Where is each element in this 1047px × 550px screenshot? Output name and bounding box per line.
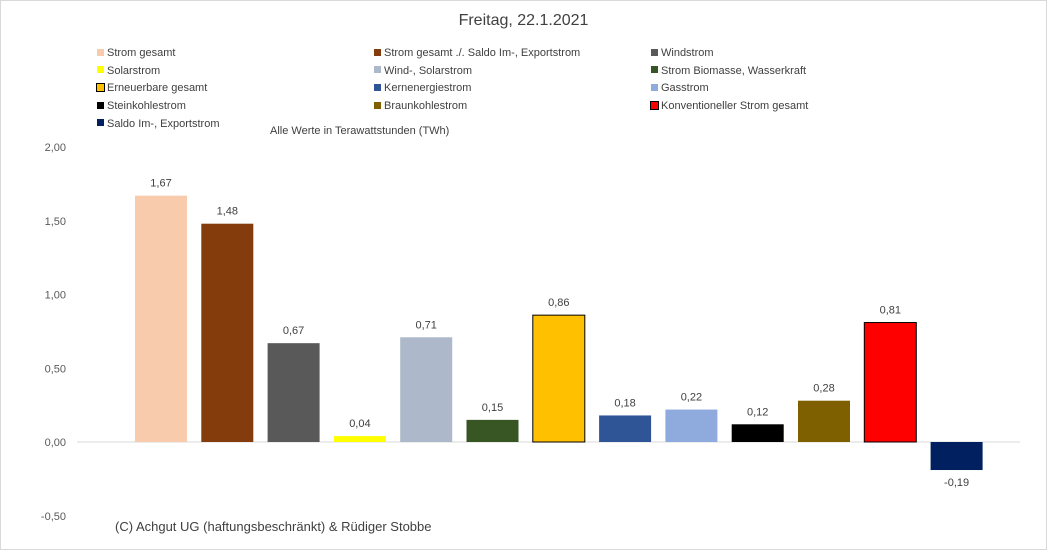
bar: [532, 314, 586, 443]
legend-label: Braunkohlestrom: [384, 100, 468, 113]
data-label: 0,15: [482, 402, 503, 414]
y-tick-label: 1,50: [45, 216, 66, 228]
bar: [201, 223, 254, 442]
bar: [400, 337, 453, 442]
legend-swatch: [651, 66, 658, 74]
legend-label: Strom gesamt ./. Saldo Im-, Exportstrom: [384, 47, 581, 59]
legend-label: Wind-, Solarstrom: [384, 64, 473, 77]
legend-swatch: [651, 48, 658, 56]
bar: [863, 322, 917, 443]
data-label: -0,19: [944, 477, 969, 489]
legend-label: Konventioneller Strom gesamt: [661, 100, 809, 113]
data-label: 1,48: [217, 206, 238, 218]
data-label: 0,04: [349, 418, 370, 430]
legend-label: Kernenergiestrom: [384, 82, 472, 95]
bar: [930, 442, 983, 471]
legend-swatch: [96, 82, 105, 92]
bar: [267, 343, 320, 442]
legend-label: Saldo Im-, Exportstrom: [107, 117, 220, 130]
legend-swatch: [374, 83, 381, 91]
legend-item: Kernenergiestrom: [374, 81, 471, 95]
legend-label: Solarstrom: [107, 64, 161, 77]
copyright-text: (C) Achgut UG (haftungsbeschränkt) & Rüd…: [115, 519, 432, 534]
legend-swatch: [651, 83, 658, 91]
legend-swatch: [374, 66, 381, 74]
legend-swatch: [97, 66, 104, 74]
bar: [135, 195, 187, 442]
data-label: 0,22: [681, 392, 702, 404]
legend-label: Gasstrom: [661, 82, 709, 95]
legend-label: Steinkohlestrom: [107, 100, 186, 113]
legend-swatch: [97, 101, 104, 109]
y-tick-label: 2,00: [45, 142, 66, 154]
data-label: 0,12: [747, 406, 768, 418]
legend-item: Strom gesamt: [97, 46, 175, 60]
bar: [333, 436, 386, 442]
legend-swatch: [97, 119, 104, 127]
bar: [665, 409, 718, 442]
legend-swatch: [374, 48, 381, 56]
y-tick-label: -0,50: [41, 511, 66, 523]
legend-label: Strom Biomasse, Wasserkraft: [661, 64, 807, 77]
data-label: 0,18: [614, 397, 635, 409]
bar: [798, 400, 850, 442]
y-tick-label: 0,50: [45, 363, 66, 375]
legend-swatch: [650, 100, 659, 110]
y-tick-label: 0,00: [45, 437, 66, 449]
legend-item: Konventioneller Strom gesamt: [650, 99, 809, 113]
bar: [731, 424, 784, 442]
legend-item: Strom gesamt ./. Saldo Im-, Exportstrom: [374, 46, 580, 60]
legend-item: Wind-, Solarstrom: [374, 64, 472, 78]
bar: [466, 419, 519, 442]
legend-swatch: [97, 48, 104, 56]
legend-label: Erneuerbare gesamt: [107, 82, 208, 95]
legend-item: Saldo Im-, Exportstrom: [97, 117, 219, 131]
data-label: 0,71: [415, 319, 436, 331]
bar: [599, 415, 652, 442]
legend-label: Strom gesamt: [107, 47, 176, 59]
legend-item: Braunkohlestrom: [374, 99, 467, 113]
chart-subtitle: Alle Werte in Terawattstunden (TWh): [270, 125, 450, 137]
data-label: 0,86: [548, 297, 569, 309]
data-label: 0,28: [813, 383, 834, 395]
legend-item: Solarstrom: [97, 64, 160, 78]
legend-item: Strom Biomasse, Wasserkraft: [651, 64, 806, 78]
legend-item: Windstrom: [651, 46, 714, 60]
data-label: 1,67: [150, 178, 171, 190]
chart-title: Freitag, 22.1.2021: [458, 12, 589, 29]
y-tick-label: 1,00: [45, 290, 66, 302]
legend-swatch: [374, 101, 381, 109]
data-label: 0,67: [283, 325, 304, 337]
legend-item: Erneuerbare gesamt: [96, 81, 208, 95]
legend-label: Windstrom: [661, 47, 714, 59]
legend-item: Gasstrom: [651, 81, 709, 95]
data-label: 0,81: [880, 305, 901, 317]
legend-item: Steinkohlestrom: [97, 99, 186, 113]
